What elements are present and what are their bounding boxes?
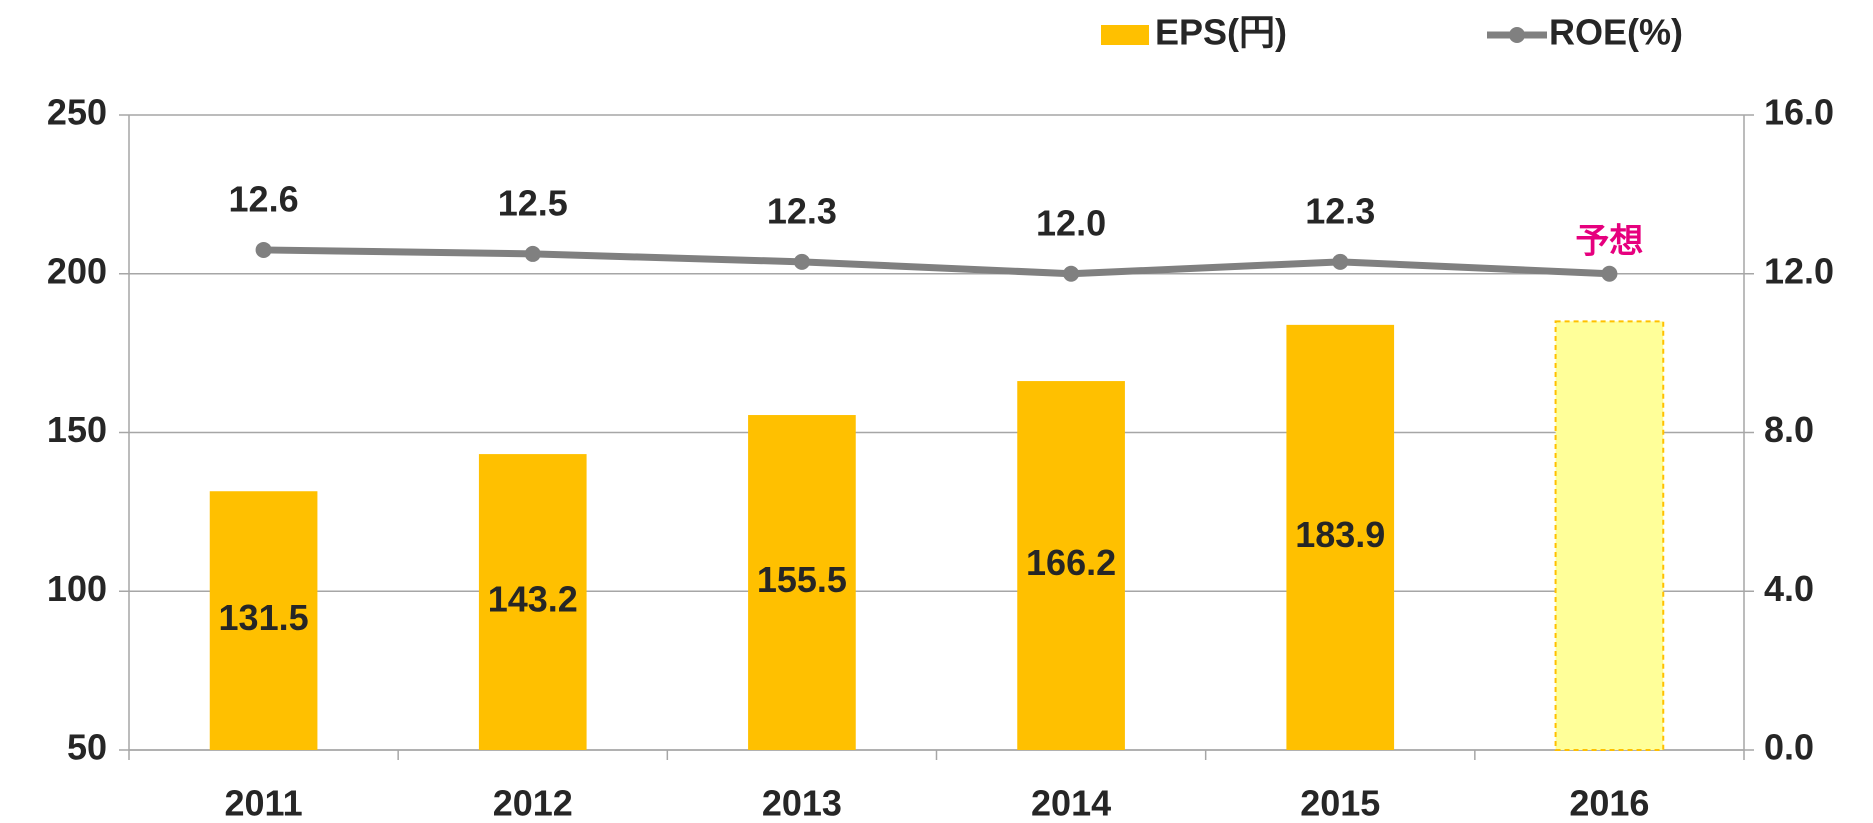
line-value-label: 12.3: [1305, 190, 1375, 231]
y-tick-label: 150: [47, 409, 107, 450]
bar: [1286, 324, 1395, 750]
y2-tick-label: 4.0: [1764, 568, 1814, 609]
y2-tick-label: 8.0: [1764, 409, 1814, 450]
bar: [1017, 381, 1125, 750]
legend-swatch: [1509, 27, 1525, 43]
annotation: 予想: [1575, 223, 1643, 261]
x-tick-label: 2011: [225, 783, 303, 823]
y2-tick-label: 0.0: [1764, 727, 1814, 768]
y-tick-label: 50: [67, 727, 107, 768]
x-tick-label: 2015: [1300, 783, 1380, 823]
bar: [478, 454, 587, 750]
y2-tick-label: 16.0: [1764, 92, 1834, 133]
bar-value-label: 143.2: [488, 579, 578, 620]
y-tick-label: 250: [47, 92, 107, 133]
bar-value-label: 166.2: [1026, 542, 1116, 583]
line-marker: [1601, 265, 1618, 282]
line-value-label: 12.6: [229, 178, 299, 219]
y-tick-label: 100: [47, 568, 107, 609]
line-marker: [1063, 265, 1080, 282]
line-value-label: 12.5: [498, 182, 568, 223]
legend-label: ROE(%): [1549, 12, 1683, 53]
bar-value-label: 155.5: [757, 559, 847, 600]
legend-label: EPS(円): [1155, 12, 1287, 53]
y-tick-label: 200: [47, 250, 107, 291]
bar-value-label: 131.5: [219, 597, 309, 638]
bar: [748, 415, 856, 750]
bar: [1554, 320, 1665, 751]
line-value-label: 12.3: [767, 190, 837, 231]
x-tick-label: 2013: [762, 783, 842, 823]
bar-value-label: 183.9: [1295, 514, 1385, 555]
line-marker: [793, 253, 810, 270]
line: [263, 246, 1610, 278]
bar: [209, 491, 318, 750]
line-value-label: 12.0: [1036, 202, 1106, 243]
x-tick-label: 2012: [493, 783, 573, 823]
line-marker: [524, 245, 541, 262]
legend-swatch: [1101, 25, 1149, 45]
x-tick-label: 2016: [1569, 783, 1649, 823]
x-tick-label: 2014: [1031, 783, 1111, 823]
line-marker: [255, 241, 272, 258]
line-marker: [1332, 253, 1349, 270]
y2-tick-label: 12.0: [1764, 250, 1834, 291]
